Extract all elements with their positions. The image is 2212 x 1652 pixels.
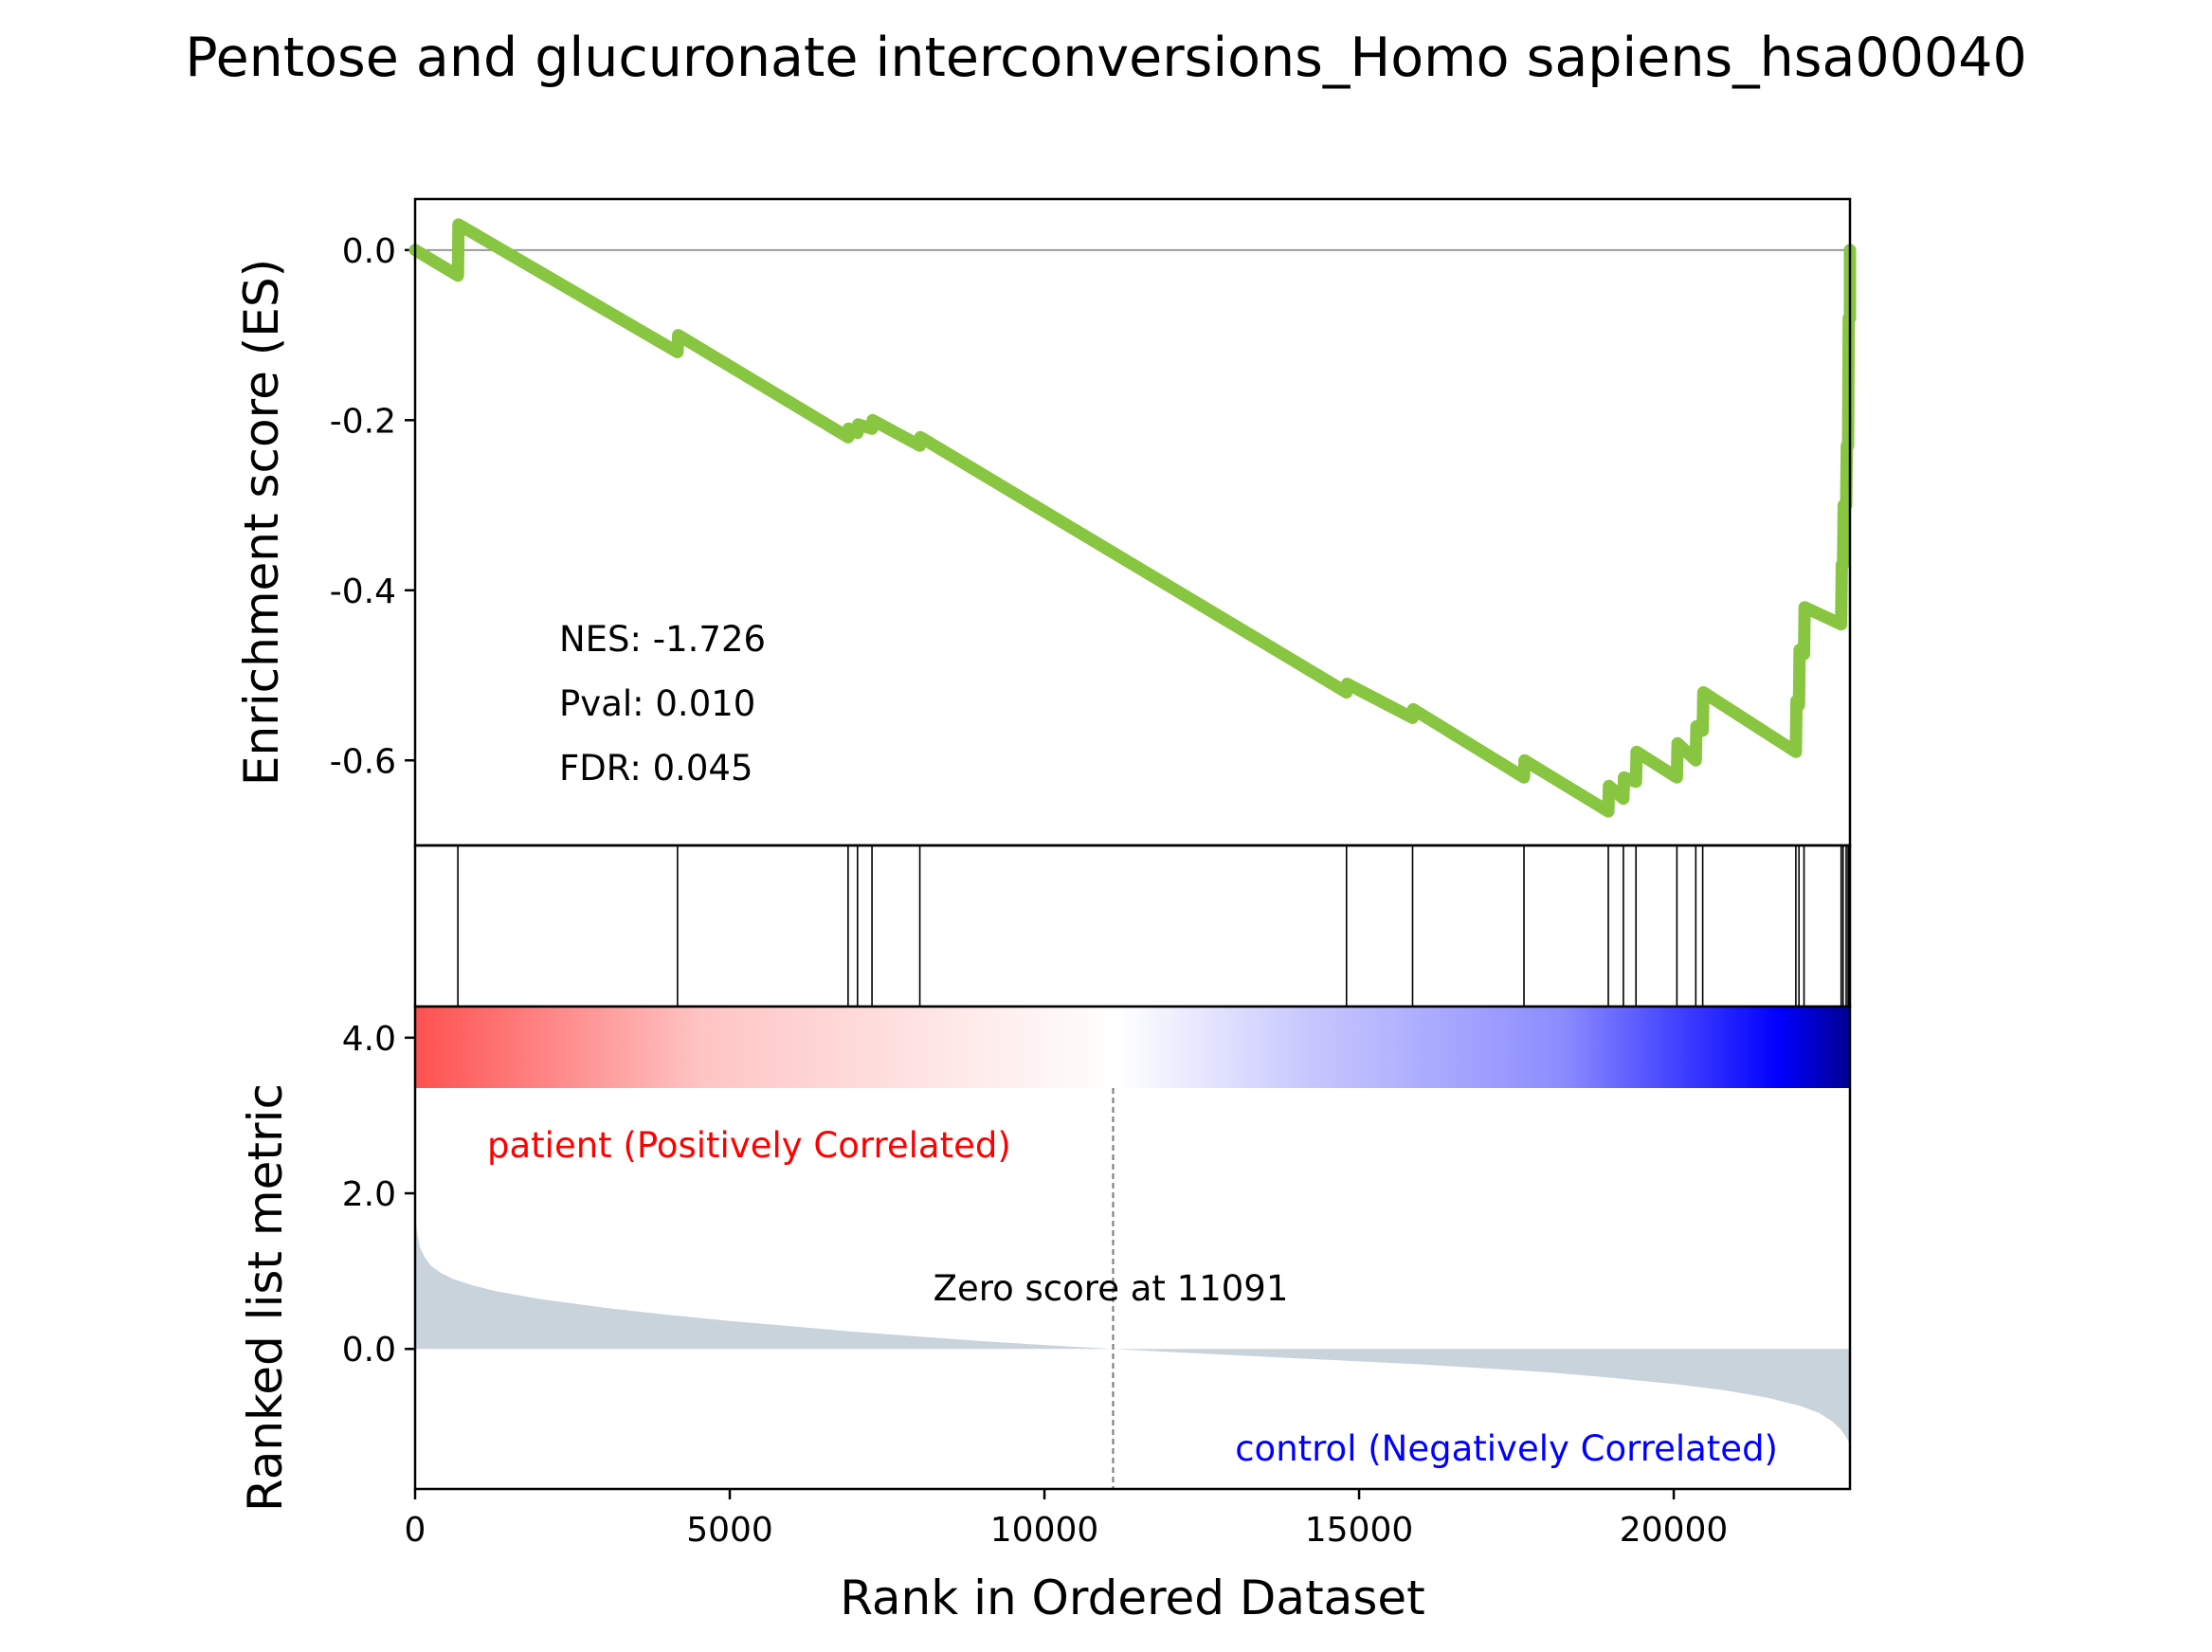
positive-correlation-label: patient (Positively Correlated) xyxy=(487,1125,1011,1166)
nes-stat: NES: -1.726 xyxy=(559,619,766,660)
x-axis-label: Rank in Ordered Dataset xyxy=(840,1570,1424,1625)
ranked-y-tick-label-2: 0.0 xyxy=(342,1331,396,1370)
es-y-axis-label: Enrichment score (ES) xyxy=(234,259,289,786)
pval-stat: Pval: 0.010 xyxy=(559,683,755,724)
hits-panel xyxy=(413,844,1852,1008)
gene-hit-marks xyxy=(457,845,1851,1007)
es-y-ticks: 0.0 -0.2 -0.4 -0.6 xyxy=(330,232,415,781)
es-y-tick-label-2: -0.4 xyxy=(330,572,396,611)
ranked-metric-area xyxy=(415,1212,1850,1444)
enrichment-panel: 0.0-0.2-0.4-0.6 NES: -1.726 Pval: 0.010 … xyxy=(234,197,1857,847)
zero-score-label: Zero score at 11091 xyxy=(934,1268,1289,1309)
es-y-tick-label-1: -0.2 xyxy=(330,402,396,441)
es-y-tick-label-0: 0.0 xyxy=(342,232,396,271)
chart-title: Pentose and glucuronate interconversions… xyxy=(185,27,2026,89)
ranked-metric-panel: 4.0 2.0 0.0 patient (Positively Correlated… xyxy=(238,1005,1852,1512)
x-tick-label-2: 10000 xyxy=(990,1511,1099,1550)
ranked-y-axis-label: Ranked list metric xyxy=(238,1083,293,1512)
x-tick-label-1: 5000 xyxy=(686,1511,773,1550)
ranked-frame xyxy=(413,1005,1852,1491)
x-tick-label-0: 0 xyxy=(405,1511,426,1550)
fdr-stat: FDR: 0.045 xyxy=(559,748,753,789)
x-axis-ticks: 0 5000 10000 15000 20000 xyxy=(405,1489,1729,1550)
ranked-y-ticks: 4.0 2.0 0.0 xyxy=(342,1020,415,1370)
negative-correlation-label: control (Negatively Correlated) xyxy=(1235,1428,1778,1469)
es-curve-series xyxy=(408,218,1857,818)
x-tick-label-3: 15000 xyxy=(1305,1511,1414,1550)
ranked-y-tick-label-0: 4.0 xyxy=(342,1020,396,1059)
ranked-y-tick-label-1: 2.0 xyxy=(342,1175,396,1214)
es-y-tick-label-3: -0.6 xyxy=(330,742,396,781)
rank-colorbar xyxy=(415,1007,1850,1088)
x-tick-label-4: 20000 xyxy=(1620,1511,1729,1550)
hits-frame xyxy=(413,844,1852,1008)
